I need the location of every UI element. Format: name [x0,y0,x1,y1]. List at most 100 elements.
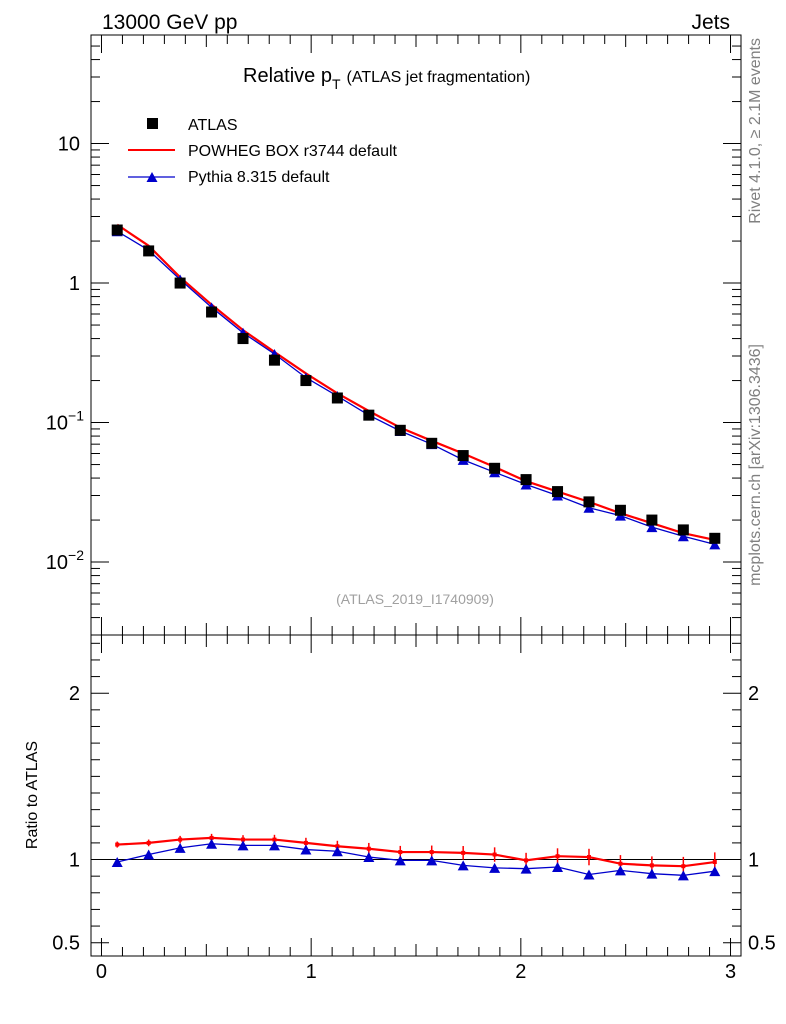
ratio-pythia-point [677,870,689,881]
y-tick-label-base: 10 [46,552,68,574]
y-tick-label-base: 10 [46,413,68,435]
ratio-powheg-point [303,840,308,845]
chart-title-suffix: (ATLAS jet fragmentation) [347,69,531,86]
atlas-point [489,462,501,474]
source-label: mcplots.cern.ch [arXiv:1306.3436] [747,344,764,586]
analysis-tag: (ATLAS_2019_I1740909) [336,591,494,607]
main-series-layer [111,223,721,550]
pythia-point [646,522,658,533]
y-tick-label-exponent: −2 [68,547,84,563]
atlas-point [457,450,469,462]
ratio-powheg-point [209,835,214,840]
pythia-point [677,531,689,542]
y-tick-label: 10−2 [46,547,84,574]
legend-atlas-label: ATLAS [188,117,238,134]
y-tick-label-exponent: −1 [68,408,84,424]
ratio-axis-ticks: 0.5 0.5 1 1 2 2 0 1 2 3 [52,635,776,983]
ratio-pythia-point [300,844,312,855]
ratio-pythia-point [143,849,155,860]
atlas-point [363,409,375,421]
chart-title: Relative pT (ATLAS jet fragmentation) [243,65,530,92]
atlas-point [646,514,658,526]
atlas-point [520,474,532,486]
ratio-pythia-point [331,846,343,857]
ratio-panel-frame [90,634,742,957]
rivet-version-label: Rivet 4.1.0, ≥ 2.1M events [747,38,764,224]
ratio-y-tick-label-right: 1 [748,850,759,872]
ratio-pythia-point [363,852,375,863]
atlas-point [143,245,155,257]
ratio-powheg-point [618,861,623,866]
ratio-y-tick-label: 2 [69,683,80,705]
legend-atlas-marker [147,118,158,129]
atlas-point [111,224,123,236]
ratio-powheg-point [681,864,686,869]
y-tick-label-base: 10 [58,134,80,156]
ratio-powheg-point [429,850,434,855]
atlas-point [552,486,564,498]
ratio-pythia-point [268,840,280,851]
ratio-pythia-point [237,840,249,851]
pythia-point [583,502,595,513]
ratio-series-layer [111,833,721,881]
ratio-pythia-point [709,866,721,877]
ratio-powheg-point [586,855,591,860]
ratio-pythia-line [117,843,715,876]
atlas-point [237,333,249,345]
ratio-pythia-point [426,855,438,866]
ratio-powheg-point [366,846,371,851]
ratio-powheg-point [178,837,183,842]
ratio-powheg-point [115,842,120,847]
pythia-point [709,539,721,550]
ratio-powheg-line [117,836,715,868]
atlas-point [300,375,312,387]
atlas-point [709,532,721,544]
ratio-pythia-point [206,838,218,849]
y-tick-label: 10 [58,134,80,156]
ratio-powheg-point [649,863,654,868]
main-axis-ticks [91,34,741,636]
ratio-y-tick-label-right: 2 [748,683,759,705]
atlas-point [268,354,280,366]
ratio-pythia-point [552,862,564,873]
x-tick-label: 2 [515,961,526,983]
atlas-point [206,306,218,318]
atlas-point [331,392,343,404]
ratio-y-tick-label: 0.5 [52,933,80,955]
legend: ATLAS POWHEG BOX r3744 default Pythia 8.… [128,117,398,186]
ratio-powheg-point [492,852,497,857]
atlas-point [394,424,406,436]
ratio-y-tick-label: 1 [69,850,80,872]
ratio-powheg-point [461,850,466,855]
chart-title-main: Relative p [243,65,332,87]
y-tick-label: 10−1 [46,408,84,435]
x-tick-label: 3 [725,961,736,983]
legend-pythia-marker [146,172,158,182]
powheg-line [116,223,716,542]
ratio-pythia-point [489,862,501,873]
atlas-point [583,496,595,508]
atlas-point [677,524,689,536]
ratio-powheg-point [712,860,717,865]
ratio-pythia-point [394,855,406,866]
ratio-pythia-point [174,842,186,853]
ratio-pythia-point [457,860,469,871]
ratio-pythia-point [646,868,658,879]
chart-title-subscript: T [332,76,341,92]
atlas-point [174,277,186,289]
energy-label: 13000 GeV pp [102,11,237,34]
pythia-line [116,230,715,545]
ratio-pythia-point [111,857,123,868]
ratio-powheg-point [398,850,403,855]
ratio-y-tick-label-right: 0.5 [748,933,776,955]
ratio-powheg-point [555,854,560,859]
ratio-pythia-point [614,865,626,876]
y-tick-label-base: 1 [69,273,80,295]
ratio-powheg-point [272,837,277,842]
y-tick-label: 1 [69,273,80,295]
ratio-powheg-point [241,837,246,842]
atlas-point [426,437,438,449]
legend-powheg-label: POWHEG BOX r3744 default [188,143,398,160]
ratio-pythia-point [583,869,595,880]
